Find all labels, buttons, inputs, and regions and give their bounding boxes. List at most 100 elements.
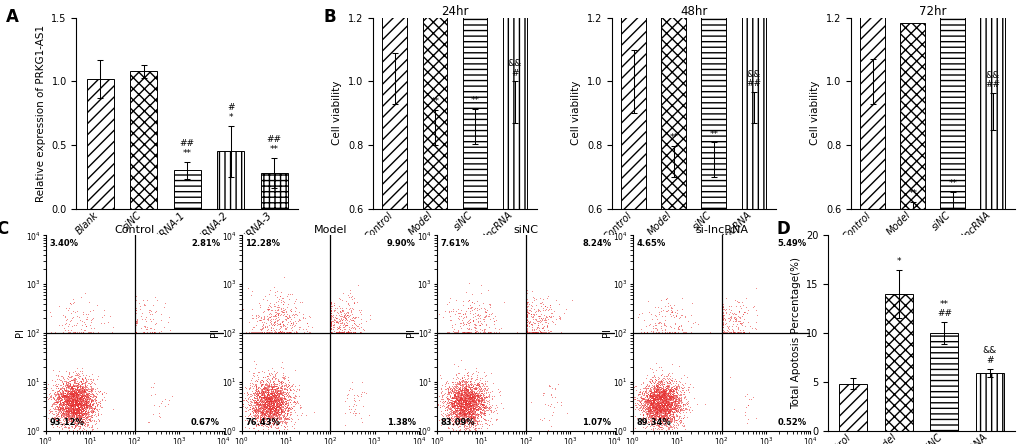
Point: [464, 391, 480, 398]
Point: [673, 383, 689, 390]
Point: [648, 392, 664, 399]
Point: [47, 412, 63, 419]
Point: [58, 412, 74, 419]
Point: [658, 386, 675, 393]
Point: [470, 397, 486, 404]
Point: [269, 297, 285, 305]
Point: [253, 389, 269, 396]
Point: [61, 373, 77, 380]
Point: [332, 295, 348, 302]
Point: [642, 404, 658, 411]
Point: [68, 405, 85, 412]
Point: [276, 404, 292, 412]
Point: [253, 387, 269, 394]
Point: [460, 415, 476, 422]
Point: [646, 405, 662, 412]
Point: [649, 405, 665, 412]
Point: [438, 395, 454, 402]
Point: [59, 418, 75, 425]
Point: [57, 394, 73, 401]
Point: [657, 403, 674, 410]
Point: [661, 415, 678, 422]
Point: [644, 399, 660, 406]
Point: [460, 408, 476, 415]
Point: [654, 394, 671, 401]
Point: [267, 372, 283, 379]
Point: [667, 385, 684, 392]
Point: [467, 398, 483, 405]
Point: [536, 303, 552, 310]
Point: [469, 388, 485, 395]
Point: [462, 384, 478, 391]
Point: [274, 402, 290, 409]
Point: [445, 397, 462, 404]
Point: [654, 399, 671, 406]
Point: [452, 407, 469, 414]
Point: [271, 377, 287, 384]
Point: [460, 317, 476, 324]
Point: [271, 393, 287, 400]
Point: [657, 412, 674, 419]
Point: [646, 393, 662, 400]
Point: [460, 401, 476, 408]
Point: [279, 398, 296, 405]
Point: [467, 389, 483, 396]
Point: [637, 409, 653, 416]
Point: [70, 410, 87, 417]
Point: [75, 407, 92, 414]
Point: [273, 381, 289, 388]
Point: [67, 420, 84, 427]
Point: [275, 408, 291, 415]
Point: [265, 410, 281, 417]
Point: [657, 393, 674, 400]
Point: [76, 380, 93, 387]
Point: [450, 387, 467, 394]
Point: [464, 412, 480, 419]
Point: [263, 401, 279, 408]
Point: [68, 397, 85, 404]
Point: [82, 385, 98, 392]
Point: [474, 329, 490, 336]
Point: [49, 395, 65, 402]
Point: [661, 414, 678, 421]
Point: [247, 404, 263, 411]
Point: [267, 416, 283, 423]
Point: [642, 387, 658, 394]
Point: [61, 396, 77, 403]
Point: [49, 373, 65, 380]
Point: [647, 403, 663, 410]
Point: [475, 392, 491, 399]
Point: [649, 422, 665, 429]
Point: [72, 389, 89, 396]
Point: [468, 398, 484, 405]
Point: [655, 407, 672, 414]
Point: [328, 318, 344, 325]
Point: [69, 404, 86, 411]
Point: [674, 326, 690, 333]
Point: [85, 401, 101, 408]
Point: [57, 391, 73, 398]
Point: [71, 403, 88, 410]
Point: [74, 412, 91, 419]
Point: [673, 406, 689, 413]
Point: [323, 329, 339, 336]
Point: [272, 398, 288, 405]
Point: [275, 391, 291, 398]
Point: [445, 385, 462, 392]
Point: [254, 408, 270, 415]
Point: [283, 324, 300, 331]
Point: [246, 415, 262, 422]
Point: [525, 305, 541, 313]
Point: [445, 403, 462, 410]
Point: [469, 391, 485, 398]
Point: [281, 398, 298, 405]
Point: [655, 403, 672, 410]
Point: [642, 400, 658, 407]
Point: [434, 402, 450, 409]
Point: [451, 396, 468, 403]
Point: [478, 387, 494, 394]
Point: [85, 385, 101, 392]
Point: [465, 391, 481, 398]
Point: [270, 296, 286, 303]
Point: [547, 297, 564, 304]
